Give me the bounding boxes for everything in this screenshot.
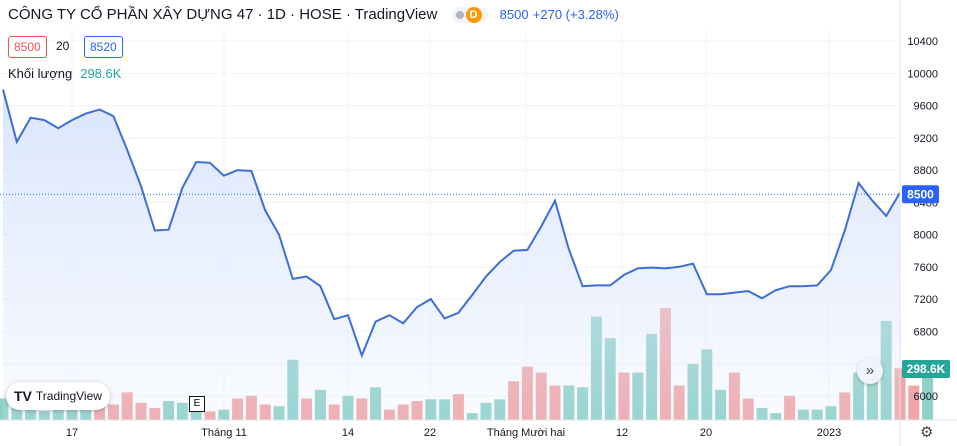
symbol-title: CÔNG TY CỔ PHẦN XÂY DỰNG 47 · 1D · HOSE … <box>8 6 438 23</box>
settings-gear-icon[interactable]: ⚙ <box>920 424 934 441</box>
x-tick-label: Tháng 11 <box>201 427 247 439</box>
y-tick-label: 6000 <box>914 391 938 403</box>
x-tick-label: 20 <box>700 427 712 439</box>
y-tick-label: 8000 <box>914 230 938 242</box>
tradingview-logo-text: TradingView <box>35 389 102 403</box>
x-tick-label: 22 <box>424 427 436 439</box>
x-tick-label: 2023 <box>817 427 841 439</box>
volume-tag-bg <box>902 360 950 378</box>
x-tick-label: 12 <box>616 427 628 439</box>
price-tag-bg <box>902 185 939 204</box>
double-chevron-right-icon: » <box>865 362 875 379</box>
y-tick-label: 8800 <box>914 165 938 177</box>
y-tick-label: 7200 <box>914 294 938 306</box>
spread-value: 20 <box>56 39 70 53</box>
last-price: 8500 <box>499 7 529 22</box>
tradingview-logo-icon: TV <box>14 388 32 404</box>
buy-price-button[interactable]: 8520 <box>84 36 123 58</box>
y-tick-label: 9200 <box>914 133 938 145</box>
x-tick-label: Tháng Mười hai <box>487 427 565 439</box>
y-tick-label: 6800 <box>914 326 938 338</box>
volume-legend-value: 298.6K <box>80 66 122 81</box>
delayed-badge: D <box>465 7 482 23</box>
volume-legend-label: Khối lượng <box>8 66 73 81</box>
price-tag-label: 8500 <box>907 187 934 201</box>
chart-header: CÔNG TY CỔ PHẦN XÂY DỰNG 47 · 1D · HOSE … <box>8 6 619 23</box>
y-tick-label: 9600 <box>914 101 938 113</box>
tradingview-logo[interactable]: TV TradingView <box>6 382 110 410</box>
price-change: +270 (+3.28%) <box>532 7 619 22</box>
y-tick-label: 10000 <box>907 68 938 80</box>
x-tick-label: 14 <box>342 427 354 439</box>
price-line <box>2 89 901 359</box>
x-tick-label: 17 <box>66 427 78 439</box>
y-tick-label: 7600 <box>914 262 938 274</box>
volume-bar <box>908 385 920 420</box>
status-dot-icon <box>455 11 464 19</box>
volume-legend: Khối lượng 298.6K <box>8 66 121 81</box>
y-tick-label: 10400 <box>907 36 938 48</box>
market-status-pill[interactable]: D <box>451 7 488 23</box>
price-area-fill <box>3 89 900 420</box>
volume-tag-label: 298.6K <box>907 362 946 376</box>
volume-bar <box>922 366 934 420</box>
earnings-event-marker[interactable]: E <box>189 396 205 412</box>
scroll-to-realtime-button[interactable]: » <box>857 358 883 384</box>
sell-price-button[interactable]: 8500 <box>8 36 47 58</box>
